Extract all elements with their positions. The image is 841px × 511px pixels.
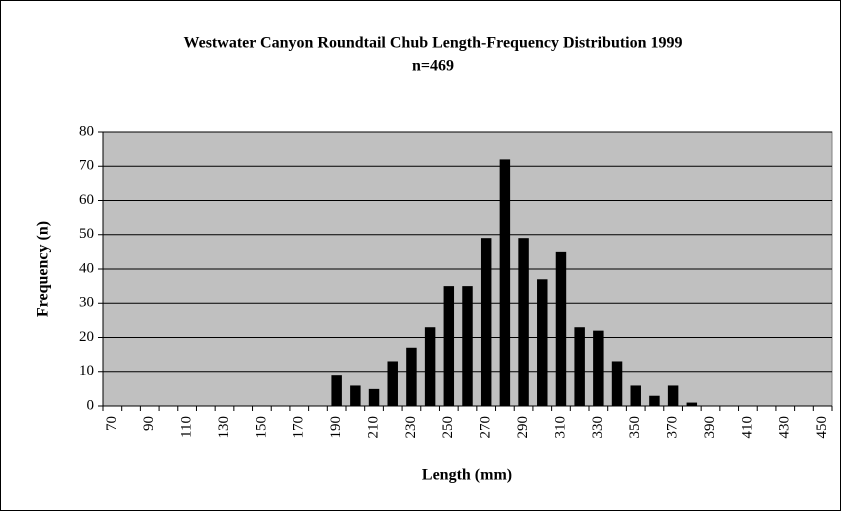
bar [480,238,492,406]
bar [424,327,436,406]
x-tick-label: 450 [814,416,830,439]
x-tick-label: 350 [627,416,643,439]
x-tick-label: 370 [665,416,681,439]
x-tick-label: 270 [478,416,494,439]
bar [686,402,698,406]
y-tick-label: 40 [79,260,94,276]
x-tick-label: 190 [328,416,344,439]
bar [667,385,679,406]
bar [593,330,604,406]
x-tick-label: 310 [552,416,568,439]
x-tick-label: 130 [216,416,232,439]
y-tick-label: 20 [79,329,94,345]
y-tick-label: 80 [79,123,94,139]
bar [462,286,473,406]
bar [350,385,361,406]
y-tick-label: 50 [79,226,94,242]
x-tick-label: 210 [365,416,381,439]
bar [555,251,567,406]
y-tick-label: 10 [79,363,94,379]
y-tick-label: 30 [79,295,94,311]
bar [537,279,548,406]
x-tick-label: 170 [291,416,307,439]
bar [630,385,641,406]
x-tick-label: 330 [590,416,606,439]
bar [443,286,455,406]
chart-title: Westwater Canyon Roundtail Chub Length-F… [183,35,682,52]
chart-subtitle: n=469 [412,58,454,75]
x-tick-label: 410 [739,416,755,439]
x-tick-label: 110 [179,416,195,438]
x-tick-label: 90 [141,416,157,431]
y-axis-title: Frequency (n) [35,221,52,317]
bar [406,347,417,406]
y-tick-label: 60 [79,192,94,208]
x-tick-label: 390 [702,416,718,439]
bar [331,375,342,406]
x-tick-label: 290 [515,416,531,439]
x-tick-label: 230 [403,416,419,439]
bar [518,238,529,406]
x-tick-label: 250 [440,416,456,439]
x-tick-label: 430 [777,416,793,439]
bar [574,327,585,406]
bar [368,388,380,406]
bar [611,361,623,406]
bar [499,159,511,406]
x-tick-label: 150 [253,416,269,439]
bar [387,361,398,406]
x-tick-label: 70 [104,416,120,431]
bar [649,395,660,406]
y-tick-label: 70 [79,158,94,174]
y-tick-label: 0 [87,397,95,413]
x-axis-title: Length (mm) [422,467,512,484]
